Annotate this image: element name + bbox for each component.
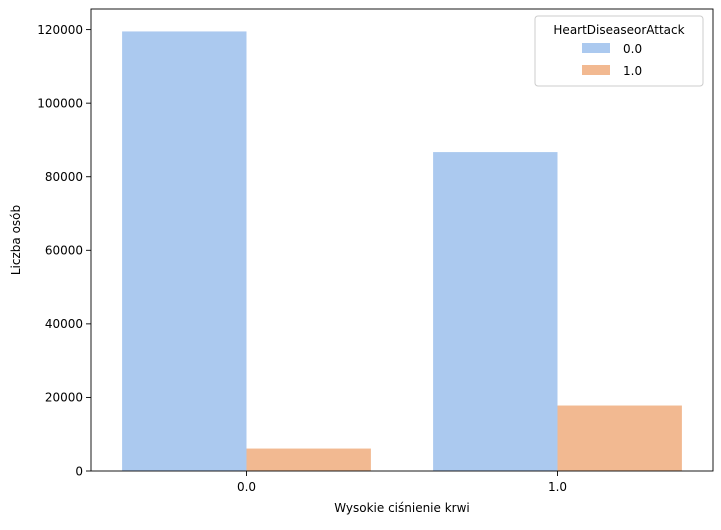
y-tick-label: 20000 (45, 391, 83, 405)
legend-swatch-1.0 (582, 65, 610, 75)
y-tick-label: 60000 (45, 244, 83, 258)
y-axis-label: Liczba osób (9, 205, 23, 275)
legend-label-1.0: 1.0 (623, 64, 642, 78)
bar-0.0-series-0.0 (122, 31, 247, 472)
x-tick-label: 1.0 (548, 480, 567, 494)
legend-box (534, 15, 704, 87)
y-tick-label: 40000 (45, 317, 83, 331)
plot-frame (90, 8, 714, 472)
x-tick-label: 0.0 (237, 480, 256, 494)
y-axis: 0 20000 40000 60000 80000 100000 120000 (37, 23, 91, 478)
bar-1.0-series-1.0 (557, 405, 682, 471)
bars-layer (122, 31, 682, 472)
bar-1.0-series-0.0 (433, 152, 558, 471)
legend: HeartDiseaseorAttack 0.0 1.0 (534, 15, 704, 87)
x-axis-label: Wysokie ciśnienie krwi (334, 501, 470, 515)
legend-title: HeartDiseaseorAttack (553, 23, 684, 37)
legend-label-0.0: 0.0 (623, 42, 642, 56)
legend-swatch-0.0 (582, 43, 610, 53)
y-tick-label: 120000 (37, 23, 83, 37)
x-axis: 0.0 1.0 (237, 471, 567, 494)
y-tick-label: 80000 (45, 170, 83, 184)
y-tick-label: 100000 (37, 96, 83, 110)
legend-items: 0.0 1.0 (582, 42, 642, 78)
y-tick-label: 0 (75, 464, 83, 478)
bar-0.0-series-1.0 (246, 448, 371, 471)
